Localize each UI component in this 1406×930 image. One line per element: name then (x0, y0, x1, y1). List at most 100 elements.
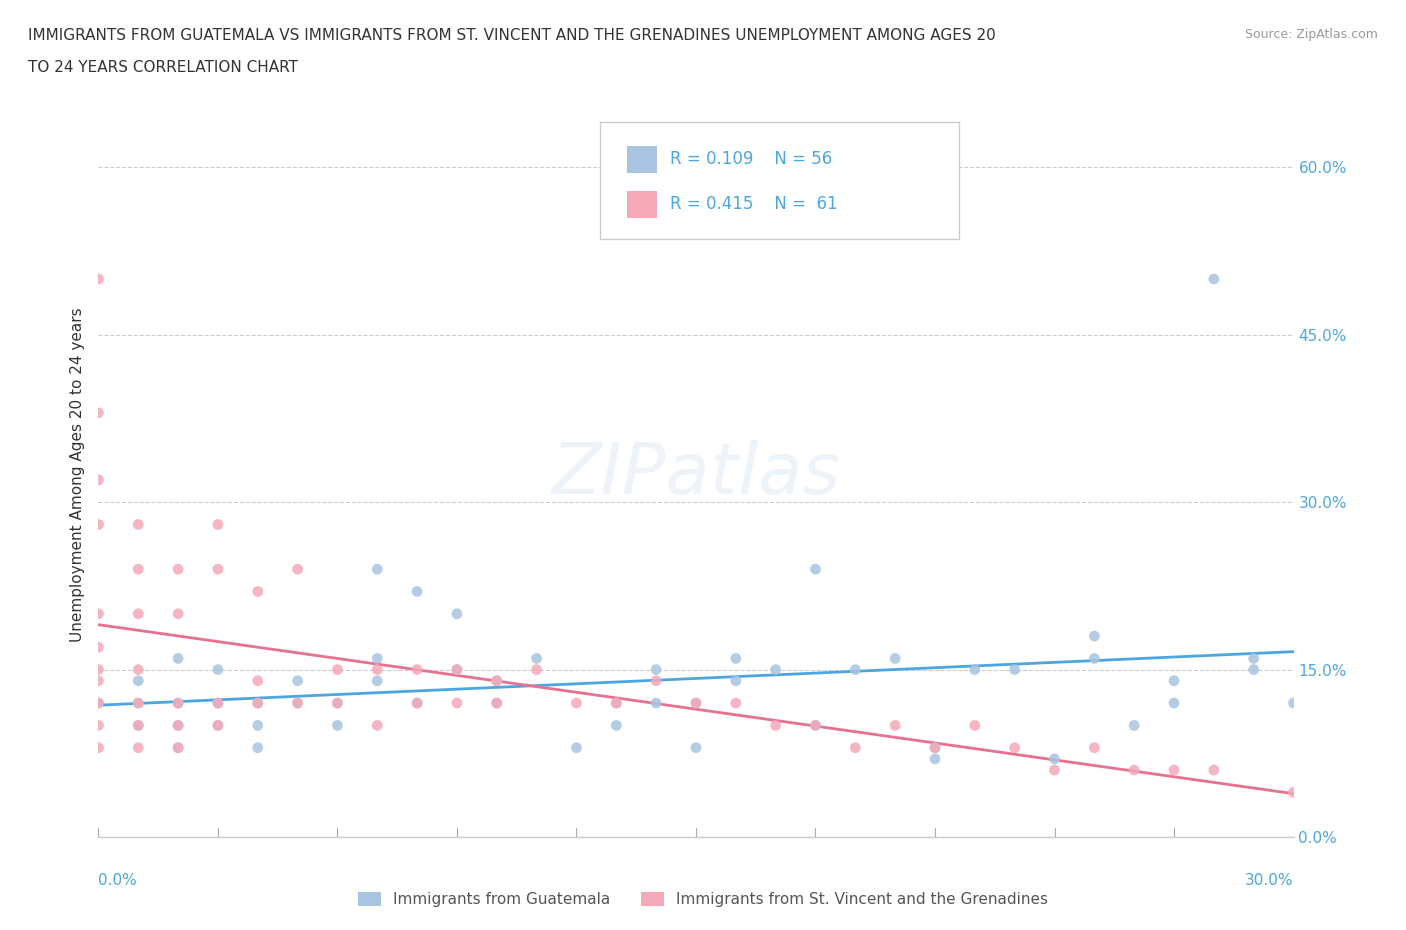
Point (605, 696, 627, 711)
Point (127, 718, 149, 733)
Point (685, 740, 707, 755)
Point (1243, 651, 1265, 666)
Point (87, 606, 110, 621)
Point (804, 718, 827, 733)
Point (167, 740, 190, 755)
Point (87, 696, 110, 711)
Point (366, 673, 388, 688)
Point (246, 696, 269, 711)
Text: Source: ZipAtlas.com: Source: ZipAtlas.com (1244, 28, 1378, 41)
Bar (627, 191, 657, 219)
Text: IMMIGRANTS FROM GUATEMALA VS IMMIGRANTS FROM ST. VINCENT AND THE GRENADINES UNEM: IMMIGRANTS FROM GUATEMALA VS IMMIGRANTS … (28, 28, 995, 43)
Point (446, 606, 468, 621)
Point (207, 718, 229, 733)
Point (207, 517, 229, 532)
Point (87, 718, 110, 733)
Point (167, 651, 190, 666)
Point (485, 673, 508, 688)
Point (565, 740, 588, 755)
Point (724, 673, 747, 688)
Point (884, 651, 907, 666)
Point (167, 718, 190, 733)
Point (366, 662, 388, 677)
Point (1163, 673, 1185, 688)
Point (1123, 718, 1146, 733)
Point (127, 696, 149, 711)
Point (645, 662, 668, 677)
Point (127, 517, 149, 532)
Point (207, 562, 229, 577)
Point (924, 751, 946, 766)
Point (326, 718, 349, 733)
Point (127, 662, 149, 677)
Point (406, 584, 429, 599)
Point (246, 696, 269, 711)
Point (87, 517, 110, 532)
Point (1004, 662, 1026, 677)
Point (526, 651, 548, 666)
Point (844, 662, 866, 677)
Point (326, 696, 349, 711)
Point (287, 696, 309, 711)
Point (246, 584, 269, 599)
Point (207, 662, 229, 677)
Point (406, 662, 429, 677)
Text: 0.0%: 0.0% (98, 873, 138, 888)
Point (87, 472, 110, 487)
Point (685, 696, 707, 711)
Point (167, 740, 190, 755)
Point (406, 696, 429, 711)
Point (167, 718, 190, 733)
Point (87, 673, 110, 688)
Point (645, 696, 668, 711)
Point (127, 606, 149, 621)
Legend: Immigrants from Guatemala, Immigrants from St. Vincent and the Grenadines: Immigrants from Guatemala, Immigrants fr… (352, 885, 1054, 913)
Point (127, 696, 149, 711)
Point (326, 662, 349, 677)
Point (1043, 751, 1066, 766)
Point (685, 696, 707, 711)
Point (127, 718, 149, 733)
Text: TO 24 YEARS CORRELATION CHART: TO 24 YEARS CORRELATION CHART (28, 60, 298, 75)
Point (804, 718, 827, 733)
Point (246, 740, 269, 755)
Point (446, 662, 468, 677)
Point (884, 718, 907, 733)
Point (87, 696, 110, 711)
Point (167, 696, 190, 711)
Text: 30.0%: 30.0% (1246, 873, 1294, 888)
Point (1163, 763, 1185, 777)
Point (485, 696, 508, 711)
Point (246, 673, 269, 688)
Text: ZIPatlas: ZIPatlas (551, 440, 841, 509)
Point (1083, 740, 1105, 755)
Point (924, 740, 946, 755)
Point (326, 696, 349, 711)
Point (127, 562, 149, 577)
Point (87, 405, 110, 420)
Point (605, 696, 627, 711)
Point (207, 696, 229, 711)
Point (804, 562, 827, 577)
Point (207, 718, 229, 733)
Point (1083, 629, 1105, 644)
Point (844, 740, 866, 755)
Point (485, 673, 508, 688)
Point (1282, 696, 1305, 711)
Point (406, 696, 429, 711)
Point (366, 562, 388, 577)
Point (1043, 763, 1066, 777)
Point (446, 696, 468, 711)
Point (1202, 763, 1225, 777)
Y-axis label: Unemployment Among Ages 20 to 24 years: Unemployment Among Ages 20 to 24 years (69, 307, 84, 642)
Point (605, 718, 627, 733)
Point (246, 718, 269, 733)
Point (1123, 763, 1146, 777)
Point (565, 696, 588, 711)
Point (765, 718, 787, 733)
Point (87, 740, 110, 755)
Point (287, 673, 309, 688)
Point (87, 640, 110, 655)
Point (87, 272, 110, 286)
FancyBboxPatch shape (600, 123, 959, 239)
